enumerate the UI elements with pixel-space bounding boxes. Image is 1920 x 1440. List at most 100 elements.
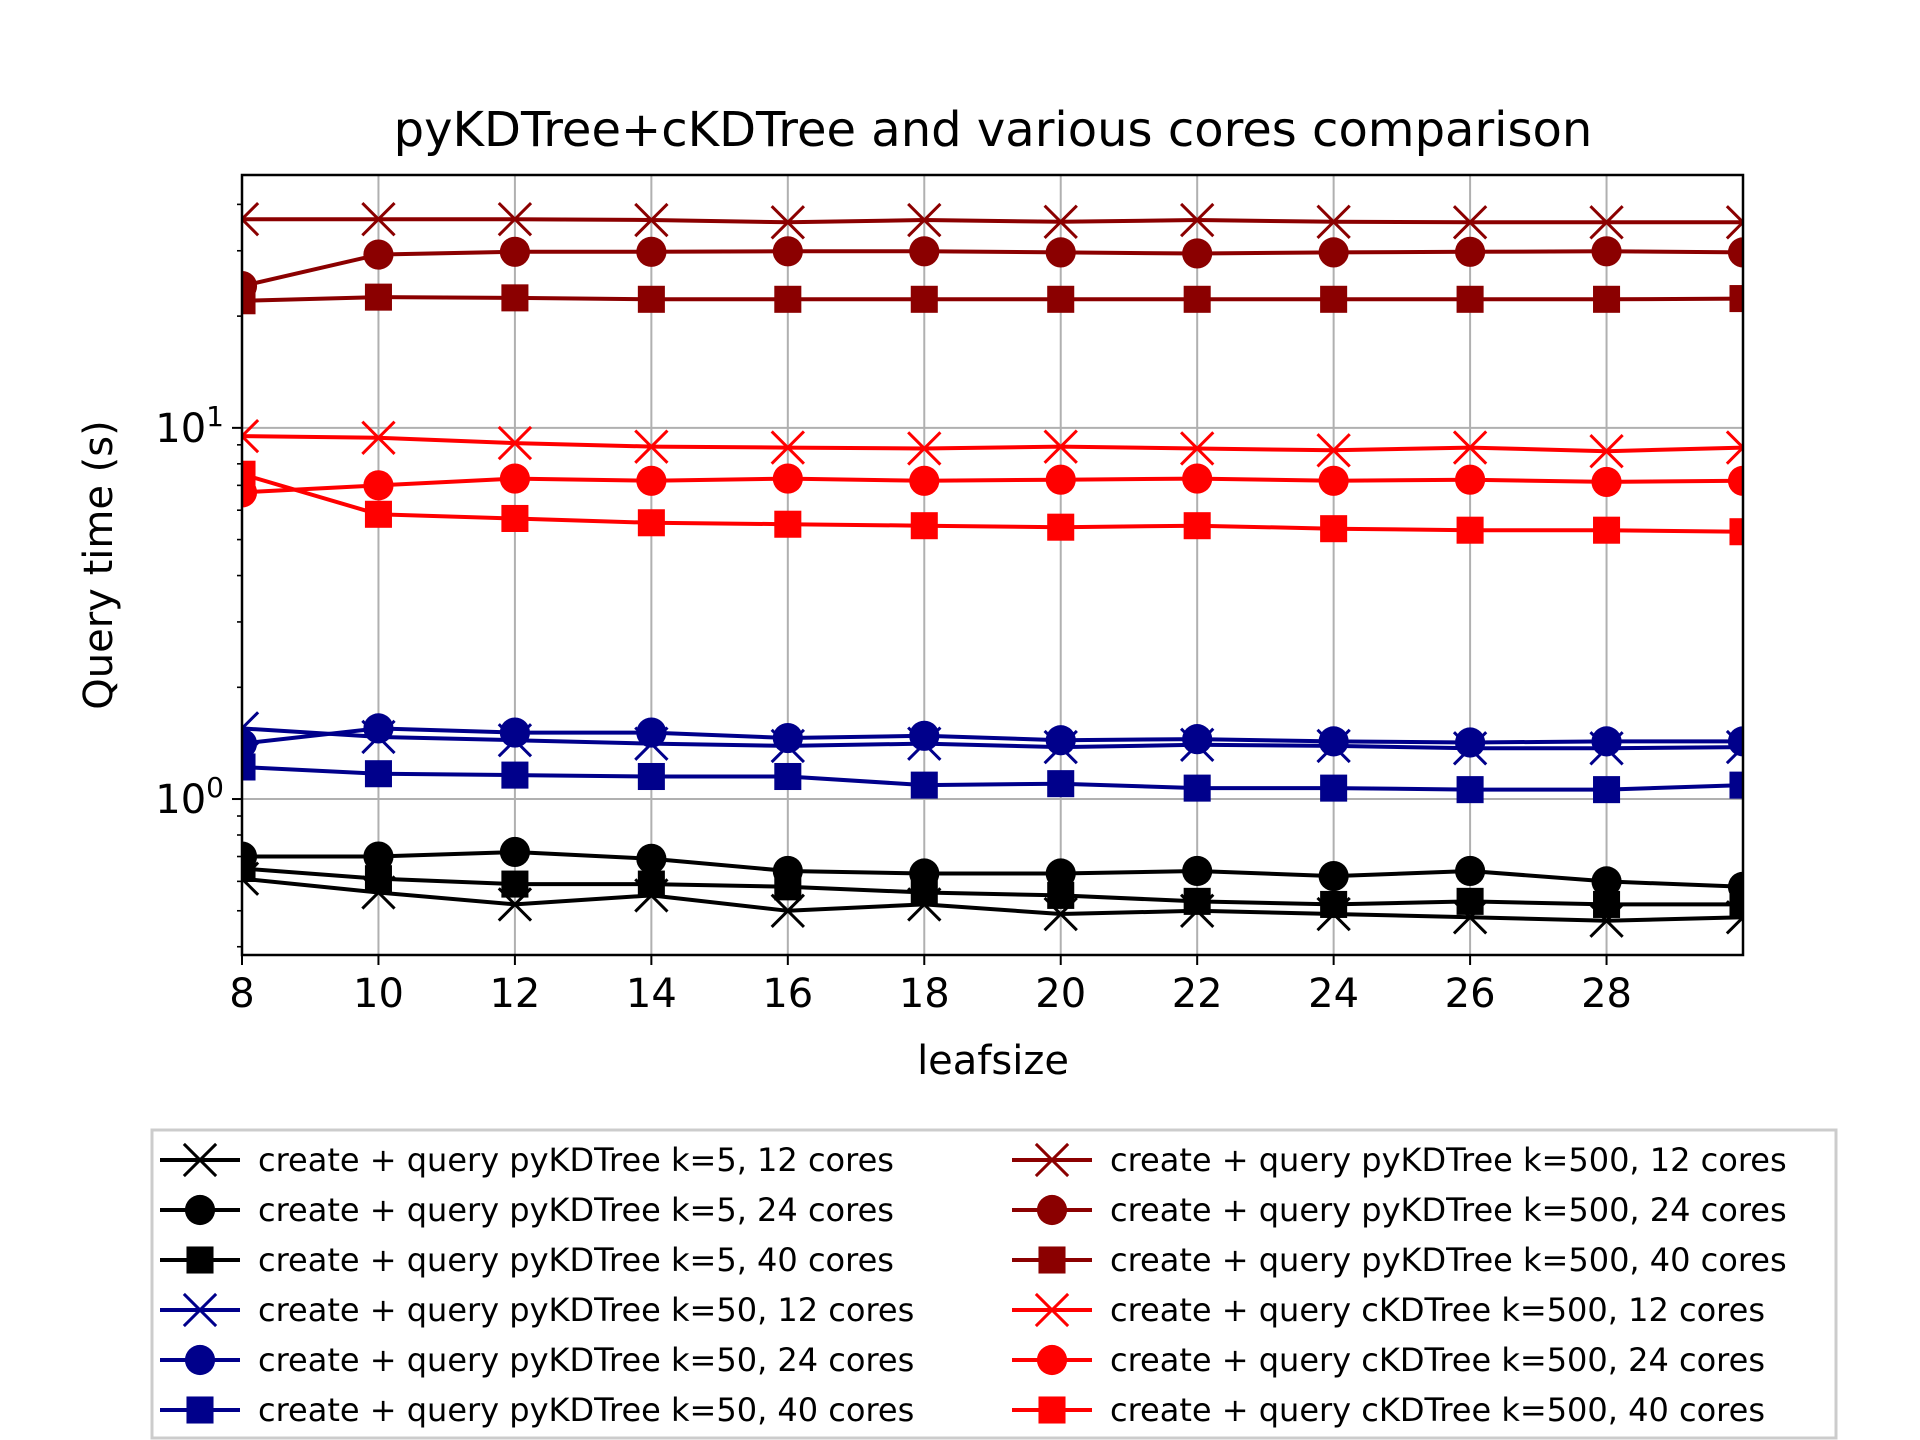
data-point — [499, 717, 530, 748]
series-6 — [242, 753, 1743, 804]
data-point — [1456, 887, 1484, 915]
x-tick-label: 14 — [626, 971, 677, 1017]
series-12 — [242, 460, 1743, 546]
legend-marker — [186, 1396, 214, 1424]
data-point — [1047, 285, 1075, 313]
data-point — [1320, 515, 1348, 543]
data-point — [910, 512, 938, 540]
data-point — [1045, 464, 1076, 495]
series-line — [242, 876, 1743, 923]
legend-marker — [1036, 1344, 1068, 1376]
data-point — [1180, 431, 1215, 466]
data-point — [636, 843, 667, 874]
legend-label: create + query pyKDTree k=500, 40 cores — [1110, 1241, 1787, 1279]
data-point — [774, 285, 802, 313]
data-point — [770, 205, 805, 240]
y-tick-label: 101 — [155, 400, 224, 452]
x-axis-label: leafsize — [917, 1038, 1069, 1084]
data-point — [1456, 776, 1484, 804]
data-point — [1318, 237, 1349, 268]
data-point — [907, 202, 942, 238]
data-point — [499, 836, 530, 868]
y-axis: 100 101 — [155, 203, 242, 948]
data-point — [1182, 238, 1213, 269]
y-tick-label: 100 — [155, 771, 224, 823]
data-point — [1180, 202, 1215, 238]
data-point — [501, 761, 529, 789]
data-point — [242, 753, 256, 781]
data-point — [1593, 890, 1621, 918]
data-point — [501, 504, 529, 532]
series-10 — [242, 418, 1743, 469]
x-tick-label: 28 — [1581, 971, 1632, 1017]
x-tick-label: 22 — [1172, 971, 1223, 1017]
data-point — [1727, 237, 1743, 268]
legend-marker — [1038, 1246, 1066, 1274]
data-point — [1456, 516, 1484, 544]
x-tick-label: 10 — [353, 971, 404, 1017]
data-point — [772, 463, 803, 494]
data-point — [1589, 434, 1624, 469]
series-line — [242, 726, 1743, 751]
data-point — [1455, 855, 1486, 887]
legend-label: create + query pyKDTree k=5, 24 cores — [258, 1191, 894, 1229]
data-point — [1183, 512, 1211, 540]
data-point — [1182, 724, 1213, 755]
legend-marker — [182, 1292, 218, 1328]
data-point — [1043, 429, 1078, 464]
legend-item: create + query pyKDTree k=5, 40 cores — [160, 1241, 894, 1279]
data-point — [497, 425, 533, 461]
series-line — [242, 866, 1743, 907]
legend-item: create + query pyKDTree k=50, 24 cores — [160, 1341, 914, 1379]
chart-title: pyKDTree+cKDTree and various cores compa… — [394, 102, 1593, 158]
data-point — [1318, 465, 1349, 496]
data-point — [1729, 890, 1743, 918]
data-point — [634, 429, 669, 464]
data-point — [1182, 855, 1213, 887]
data-point — [1318, 726, 1349, 757]
data-point — [242, 201, 260, 237]
data-point — [1727, 465, 1743, 496]
data-point — [637, 285, 665, 313]
legend-box — [150, 1128, 1838, 1440]
legend-item: create + query pyKDTree k=5, 12 cores — [160, 1141, 894, 1179]
legend-item: create + query cKDTree k=500, 12 cores — [1012, 1291, 1765, 1329]
series-line — [242, 765, 1743, 792]
x-tick-label: 24 — [1308, 971, 1359, 1017]
series-line — [242, 850, 1743, 889]
legend-label: create + query pyKDTree k=50, 12 cores — [258, 1291, 914, 1329]
data-point — [1591, 466, 1622, 498]
data-point — [770, 430, 805, 465]
data-point — [1729, 518, 1743, 546]
data-point — [242, 728, 258, 759]
data-point — [637, 762, 665, 791]
legend-label: create + query pyKDTree k=50, 24 cores — [258, 1341, 914, 1379]
legend-marker — [184, 1344, 216, 1376]
data-point — [1316, 204, 1351, 240]
x-axis: 8 10 12 14 16 18 20 22 24 26 28 — [229, 955, 1632, 1017]
legend-marker — [1034, 1142, 1070, 1178]
plot-frame — [240, 173, 1745, 957]
legend-label: create + query pyKDTree k=5, 12 cores — [258, 1141, 894, 1179]
legend-label: create + query cKDTree k=500, 24 cores — [1110, 1341, 1765, 1379]
data-point — [499, 236, 530, 267]
legend-label: create + query pyKDTree k=500, 12 cores — [1110, 1141, 1787, 1179]
data-point — [242, 418, 260, 454]
data-point — [772, 236, 803, 267]
legend-item: create + query cKDTree k=500, 40 cores — [1012, 1391, 1765, 1429]
data-point — [907, 431, 942, 466]
legend-marker — [1038, 1396, 1066, 1424]
data-point — [909, 465, 940, 496]
data-point — [242, 460, 256, 488]
legend-label: create + query pyKDTree k=500, 24 cores — [1110, 1191, 1787, 1229]
legend-marker — [184, 1194, 216, 1226]
data-point — [1043, 204, 1078, 240]
data-point — [1452, 205, 1488, 240]
data-point — [501, 284, 529, 312]
data-point — [1727, 726, 1743, 757]
data-point — [636, 465, 667, 496]
series-7 — [242, 201, 1743, 240]
data-point — [1729, 285, 1743, 313]
data-point — [364, 865, 392, 893]
x-tick-label: 18 — [899, 971, 950, 1017]
